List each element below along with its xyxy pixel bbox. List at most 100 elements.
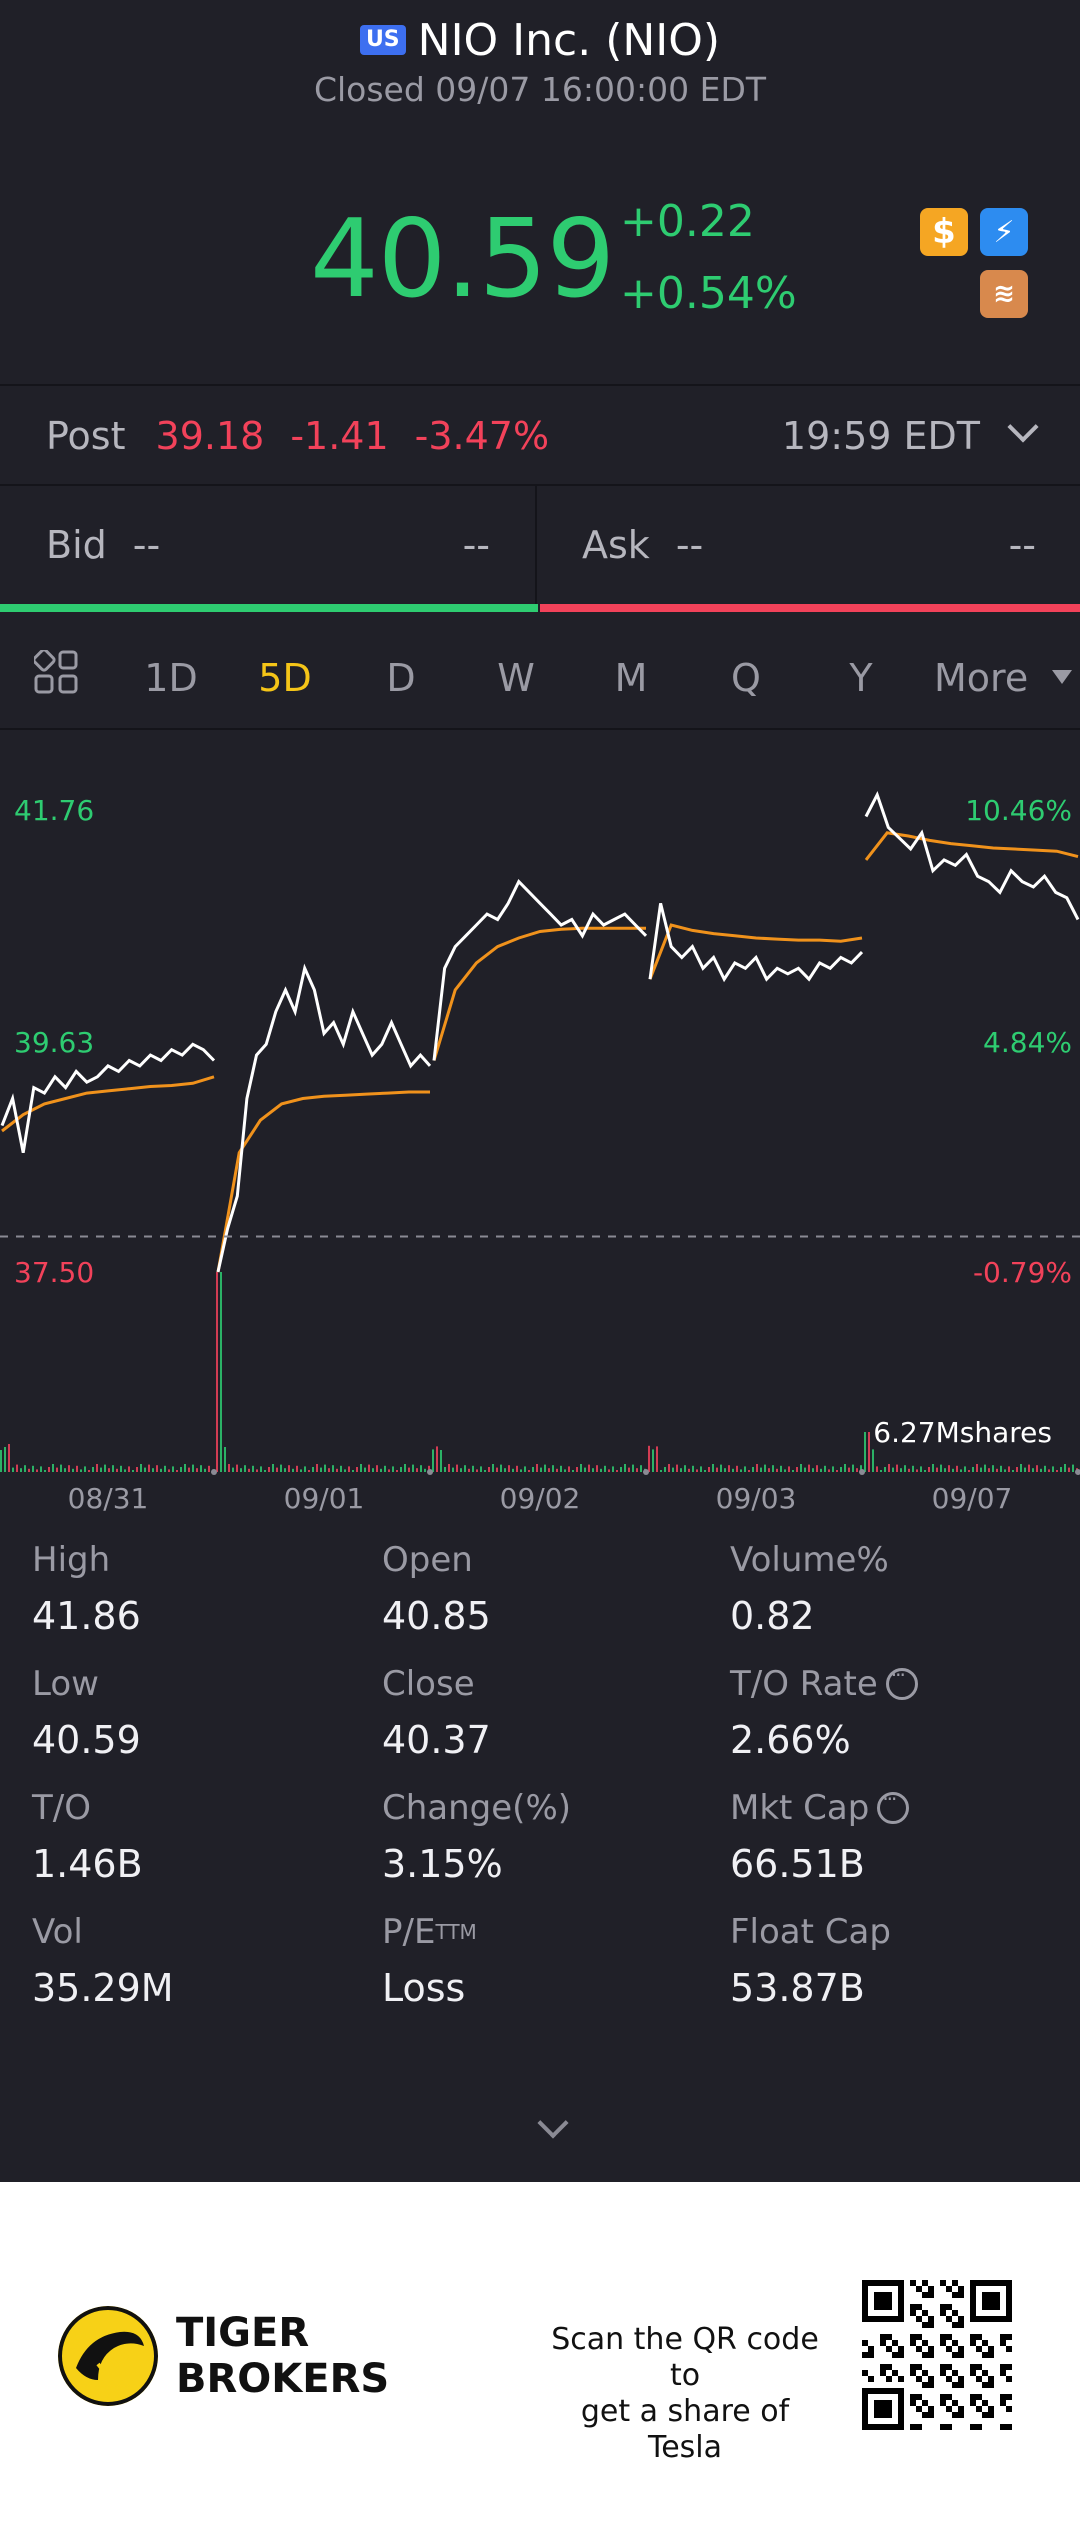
volume-bar [196,1468,198,1472]
volume-bar [456,1464,458,1472]
more-info-icon[interactable] [885,1663,918,1700]
stock-title: NIO Inc. (NIO) [417,14,721,66]
stat-value: 41.86 [32,1594,141,1638]
volume-bar [572,1470,574,1472]
dollar-icon[interactable]: $ [920,208,968,256]
volume-bar [316,1464,318,1472]
more-info-icon[interactable] [877,1787,910,1824]
stat-value: 53.87B [730,1966,865,2010]
volume-bar [352,1470,354,1472]
volume-bar [828,1469,830,1472]
volume-bar [516,1465,518,1472]
tab-more[interactable]: More [934,656,1029,700]
volume-bar [184,1464,186,1472]
volume-bar [824,1465,826,1472]
volume-bar [1004,1469,1006,1472]
volume-bar [712,1464,714,1472]
volume-bar [748,1470,750,1472]
volume-bar [116,1468,118,1472]
lightning-icon[interactable]: ⚡ [980,208,1028,256]
stat-label: Change(%) [382,1788,572,1828]
volume-bar [392,1466,394,1472]
volume-bar [428,1465,430,1472]
divider [0,484,1080,486]
tab-q[interactable]: Q [731,656,761,700]
volume-bar [916,1469,918,1472]
tab-5d[interactable]: 5D [258,656,312,700]
bid-strength-bar [0,604,538,612]
volume-bar [492,1464,494,1472]
volume-bar [92,1467,94,1472]
stat-float-cap: Float Cap 53.87B [730,1912,891,2010]
tab-w[interactable]: W [497,656,535,700]
volume-bar [616,1470,618,1472]
volume-bar [0,1450,2,1472]
volume-bar [288,1465,290,1472]
tab-d[interactable]: D [386,656,416,700]
volume-bar [556,1468,558,1472]
volume-bar [436,1446,438,1472]
volume-label: 6.27Mshares [873,1416,1052,1449]
volume-bar [580,1464,582,1472]
market-badge: US [359,25,406,55]
mkt-cap-label: Mkt Cap [730,1788,870,1828]
volume-bar [448,1464,450,1472]
volume-bar [972,1467,974,1472]
volume-bar [992,1465,994,1472]
volume-bar [744,1466,746,1472]
volume-bar [1064,1464,1066,1472]
pe-superscript: TTM [435,1920,477,1944]
post-market-row[interactable]: Post 39.18 -1.41 -3.47% 19:59 EDT [0,388,1080,484]
volume-bar [1072,1464,1074,1472]
volume-bar [1044,1465,1046,1472]
volume-bar [800,1464,802,1472]
tab-m[interactable]: M [614,656,648,700]
volume-bar [844,1464,846,1472]
volume-bar [680,1468,682,1472]
grid-icon[interactable] [34,650,78,694]
chevron-down-icon[interactable] [1007,411,1039,443]
volume-bar [1036,1465,1038,1472]
volume-bar [500,1464,502,1472]
tab-1d[interactable]: 1D [144,656,198,700]
stat-label: High [32,1540,111,1580]
volume-bar [608,1469,610,1472]
tab-y[interactable]: Y [849,656,873,700]
volume-bar [628,1467,630,1472]
volume-bar [272,1464,274,1472]
brand-line-2: BROKERS [176,2356,390,2402]
layers-icon[interactable]: ≋ [980,270,1028,318]
volume-bar [356,1467,358,1472]
volume-bar [44,1470,46,1472]
stat-close: Close 40.37 [382,1664,491,1762]
volume-bar [128,1466,130,1472]
volume-bar [808,1464,810,1472]
price-chart[interactable]: 41.76 39.63 37.50 10.46% 4.84% -0.79% 6.… [0,730,1080,1520]
volume-bar [464,1465,466,1472]
volume-bar [940,1464,942,1472]
stat-label: Low [32,1664,99,1704]
volume-bar [892,1467,894,1472]
volume-bar [700,1466,702,1472]
volume-bar [28,1468,30,1472]
volume-bar [540,1467,542,1472]
volume-bar [460,1468,462,1472]
volume-bar [32,1465,34,1472]
expand-chevron-icon[interactable] [537,2107,569,2139]
volume-bar [736,1465,738,1472]
caret-down-icon[interactable] [1052,670,1072,684]
volume-bar [780,1465,782,1472]
volume-bar [980,1467,982,1472]
volume-bar [884,1467,886,1472]
brand-line-1: TIGER [176,2310,310,2356]
volume-bar [576,1467,578,1472]
volume-bar [396,1470,398,1472]
volume-bar [776,1468,778,1472]
volume-bar [944,1468,946,1472]
volume-bar [836,1470,838,1472]
price-line-day-4 [648,902,864,983]
volume-bar [900,1468,902,1472]
volume-bar [140,1464,142,1472]
volume-bar [548,1468,550,1472]
price-line-day-2 [216,963,432,1273]
